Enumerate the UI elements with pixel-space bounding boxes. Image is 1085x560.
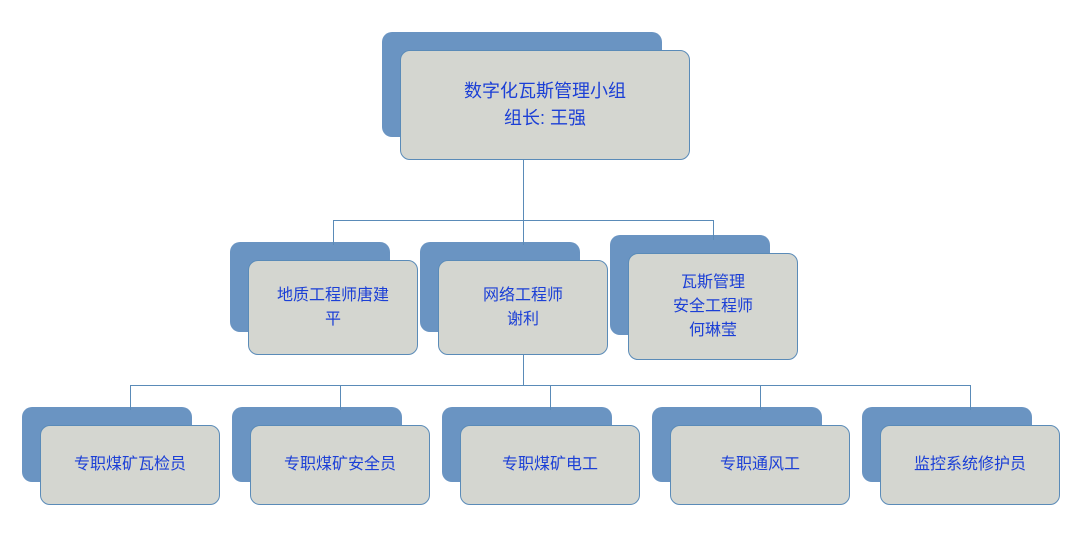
node-front: 专职通风工 bbox=[670, 425, 850, 505]
node-label-line: 专职煤矿安全员 bbox=[284, 453, 396, 477]
node-b3: 专职煤矿电工 bbox=[442, 407, 640, 505]
node-label-line: 数字化瓦斯管理小组 bbox=[464, 78, 626, 105]
node-m3: 瓦斯管理安全工程师何琳莹 bbox=[610, 235, 798, 360]
node-front: 监控系统修护员 bbox=[880, 425, 1060, 505]
node-label-line: 何琳莹 bbox=[689, 319, 737, 343]
node-front: 地质工程师唐建平 bbox=[248, 260, 418, 355]
node-front: 网络工程师谢利 bbox=[438, 260, 608, 355]
node-front: 专职煤矿安全员 bbox=[250, 425, 430, 505]
node-label-line: 组长: 王强 bbox=[504, 105, 586, 132]
node-label-line: 谢利 bbox=[507, 308, 539, 332]
node-label-line: 网络工程师 bbox=[483, 284, 563, 308]
node-m1: 地质工程师唐建平 bbox=[230, 242, 418, 355]
node-front: 专职煤矿瓦检员 bbox=[40, 425, 220, 505]
node-b4: 专职通风工 bbox=[652, 407, 850, 505]
node-label-line: 专职通风工 bbox=[720, 453, 800, 477]
node-b5: 监控系统修护员 bbox=[862, 407, 1060, 505]
connector bbox=[970, 385, 971, 410]
connector bbox=[523, 220, 524, 245]
node-front: 专职煤矿电工 bbox=[460, 425, 640, 505]
connector bbox=[130, 385, 131, 410]
node-root: 数字化瓦斯管理小组组长: 王强 bbox=[382, 32, 690, 160]
node-front: 数字化瓦斯管理小组组长: 王强 bbox=[400, 50, 690, 160]
node-label-line: 瓦斯管理 bbox=[681, 271, 745, 295]
node-label-line: 安全工程师 bbox=[673, 295, 753, 319]
connector bbox=[340, 385, 341, 410]
connector bbox=[550, 385, 551, 410]
node-m2: 网络工程师谢利 bbox=[420, 242, 608, 355]
connector bbox=[523, 160, 524, 220]
node-label-line: 专职煤矿瓦检员 bbox=[74, 453, 186, 477]
connector bbox=[523, 355, 524, 385]
node-b2: 专职煤矿安全员 bbox=[232, 407, 430, 505]
node-front: 瓦斯管理安全工程师何琳莹 bbox=[628, 253, 798, 360]
connector bbox=[333, 220, 334, 245]
node-b1: 专职煤矿瓦检员 bbox=[22, 407, 220, 505]
node-label-line: 监控系统修护员 bbox=[914, 453, 1026, 477]
node-label-line: 平 bbox=[325, 308, 341, 332]
node-label-line: 地质工程师唐建 bbox=[277, 284, 389, 308]
node-label-line: 专职煤矿电工 bbox=[502, 453, 598, 477]
connector bbox=[760, 385, 761, 410]
connector bbox=[713, 220, 714, 240]
